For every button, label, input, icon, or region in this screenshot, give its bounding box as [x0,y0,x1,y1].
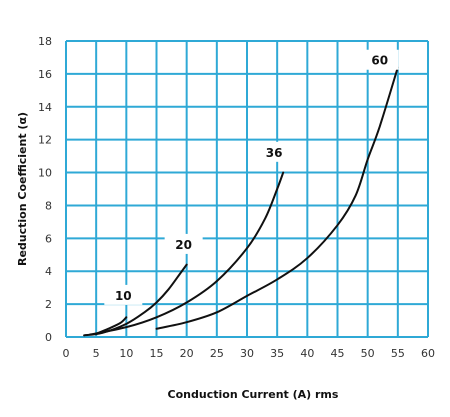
x-tick-label-1: 5 [93,347,100,360]
x-tick-label-2: 10 [119,347,133,360]
y-tick-label-0: 0 [45,331,52,344]
y-tick-label-7: 14 [38,101,52,114]
grid [65,40,429,338]
x-axis-title: Conduction Current (A) rms [168,388,339,401]
y-tick-label-2: 4 [45,265,52,278]
y-tick-label-6: 12 [38,134,52,147]
x-tick-label-11: 55 [391,347,405,360]
curves [83,66,399,337]
y-tick-label-4: 8 [45,199,52,212]
curve-60 [155,66,399,330]
x-tick-label-10: 50 [361,347,375,360]
x-tick-label-5: 25 [210,347,224,360]
curve-label-bg-36 [255,141,294,162]
curve-label-bg-60 [360,49,399,70]
curve-36 [89,171,285,336]
x-tick-label-9: 45 [331,347,345,360]
y-tick-label-1: 2 [45,298,52,311]
curve-label-60: 60 [371,54,388,68]
curve-label-36: 36 [266,146,283,160]
x-tick-label-7: 35 [270,347,284,360]
x-tick-label-4: 20 [180,347,194,360]
tick-labels: 0 5 10 15 20 25 30 35 40 45 50 55 60 0 2 4 6 8 10 12 14 16 18 [38,35,435,360]
curve-label-bg-10 [104,284,143,305]
y-tick-label-8: 16 [38,68,52,81]
curve-label-20: 20 [175,238,192,252]
curve-label-10: 10 [115,289,132,303]
x-tick-label-0: 0 [63,347,70,360]
y-tick-label-5: 10 [38,167,52,180]
x-tick-label-3: 15 [150,347,164,360]
curve-label-bg-20 [164,233,203,254]
y-tick-label-9: 18 [38,35,52,48]
x-tick-label-8: 40 [300,347,314,360]
curve-labels: 10 20 36 60 [104,49,399,305]
y-axis-title: Reduction Coefficient (α) [16,112,29,266]
x-tick-label-6: 30 [240,347,254,360]
y-tick-label-3: 6 [45,232,52,245]
x-tick-label-12: 60 [421,347,435,360]
